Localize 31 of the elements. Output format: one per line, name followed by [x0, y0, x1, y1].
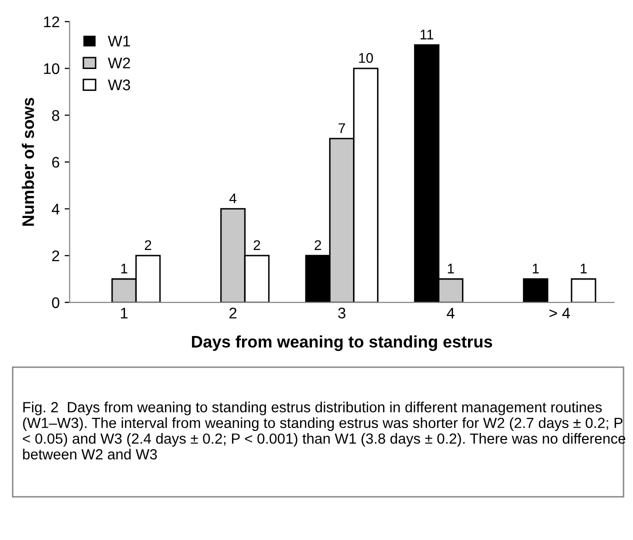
data-label: 11 [420, 30, 434, 40]
x-tick-label: 3 [338, 308, 346, 318]
x-tick-label: > 4 [549, 308, 570, 318]
legend-label: W1 [108, 36, 130, 46]
y-tick-label: 8 [52, 110, 60, 121]
x-axis-title: Days from weaning to standing estrus [192, 335, 492, 351]
y-tick-label: 0 [52, 297, 60, 308]
y-tick-label: 6 [52, 156, 60, 168]
y-tick-label: 4 [52, 204, 60, 214]
data-label: 1 [580, 264, 587, 274]
data-label: 1 [532, 264, 539, 274]
x-tick-label: 4 [446, 308, 454, 318]
data-label: 10 [359, 53, 373, 63]
y-tick-label: 2 [52, 250, 60, 262]
legend-label: W2 [108, 58, 130, 68]
y-axis-title: Number of sows [22, 98, 34, 226]
data-label: 7 [338, 123, 345, 133]
data-label: 2 [254, 240, 260, 250]
y-tick-label: 12 [44, 16, 60, 28]
data-label: 2 [314, 240, 322, 250]
data-label: 1 [121, 264, 128, 274]
data-label: 1 [448, 264, 454, 274]
x-tick-label: 1 [120, 308, 128, 318]
caption: Fig. 2 Days from weaning to standing estrus distribution in different management routines (W1–W3). The interval from weaning to standing estrus was shorter for W2 (2.7 days ± 0.2; P < 0.05) and W3 (2.4 days ± 0.2; P < 0.001) than W1 (3.8 days ± 0.2). There was no difference between W2 and W3 [22, 402, 626, 460]
data-label: 4 [229, 194, 236, 204]
y-tick-label: 10 [44, 63, 60, 74]
data-label: 2 [144, 240, 152, 250]
bar [522, 278, 548, 302]
bar [570, 278, 596, 302]
x-tick-label: 2 [229, 308, 236, 318]
legend-label: W3 [108, 80, 130, 90]
